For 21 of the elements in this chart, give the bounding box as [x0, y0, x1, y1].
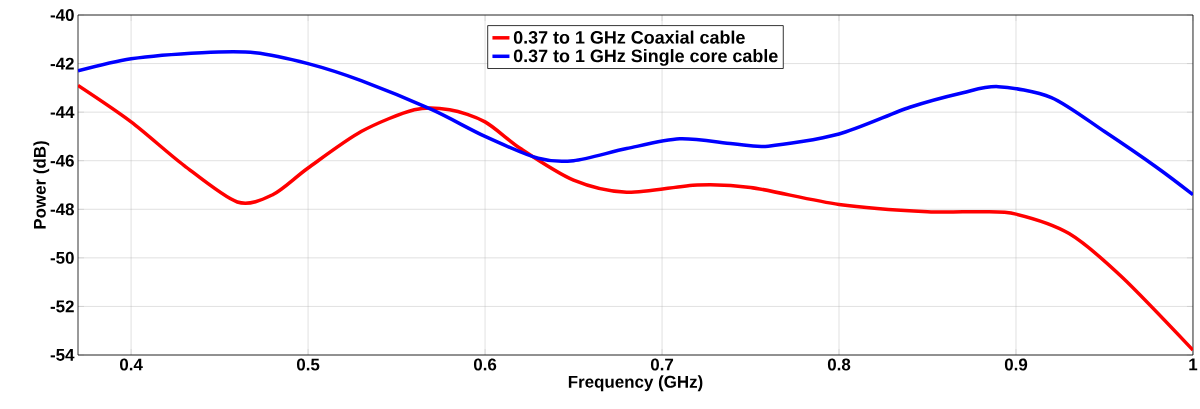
- y-tick-label: -40: [50, 9, 74, 21]
- y-tick-label: -46: [50, 154, 74, 167]
- line-series: [78, 83, 1193, 352]
- y-tick-label: -50: [50, 251, 74, 264]
- y-axis-title: Power (dB): [33, 141, 50, 229]
- line-series: [78, 50, 1193, 197]
- y-tick-label: -44: [50, 106, 75, 118]
- legend-label: 0.37 to 1 GHz Coaxial cable: [513, 30, 745, 44]
- x-tick-label: 0.8: [827, 358, 851, 371]
- x-tick-label: 1: [1189, 358, 1198, 371]
- y-tick-label: -52: [50, 300, 74, 313]
- y-tick-label: -54: [50, 349, 75, 361]
- x-tick-label: 0.6: [473, 358, 497, 371]
- x-tick-label: 0.9: [1004, 358, 1028, 371]
- y-tick-label: -48: [50, 203, 74, 216]
- y-tick-label: -42: [50, 57, 74, 70]
- legend-label: 0.37 to 1 GHz Single core cable: [513, 49, 778, 66]
- x-axis-title: Frequency (GHz): [568, 375, 703, 392]
- x-tick-label: 0.4: [120, 358, 143, 371]
- x-tick-label: 0.5: [296, 358, 320, 371]
- x-tick-label: 0.7: [650, 358, 674, 371]
